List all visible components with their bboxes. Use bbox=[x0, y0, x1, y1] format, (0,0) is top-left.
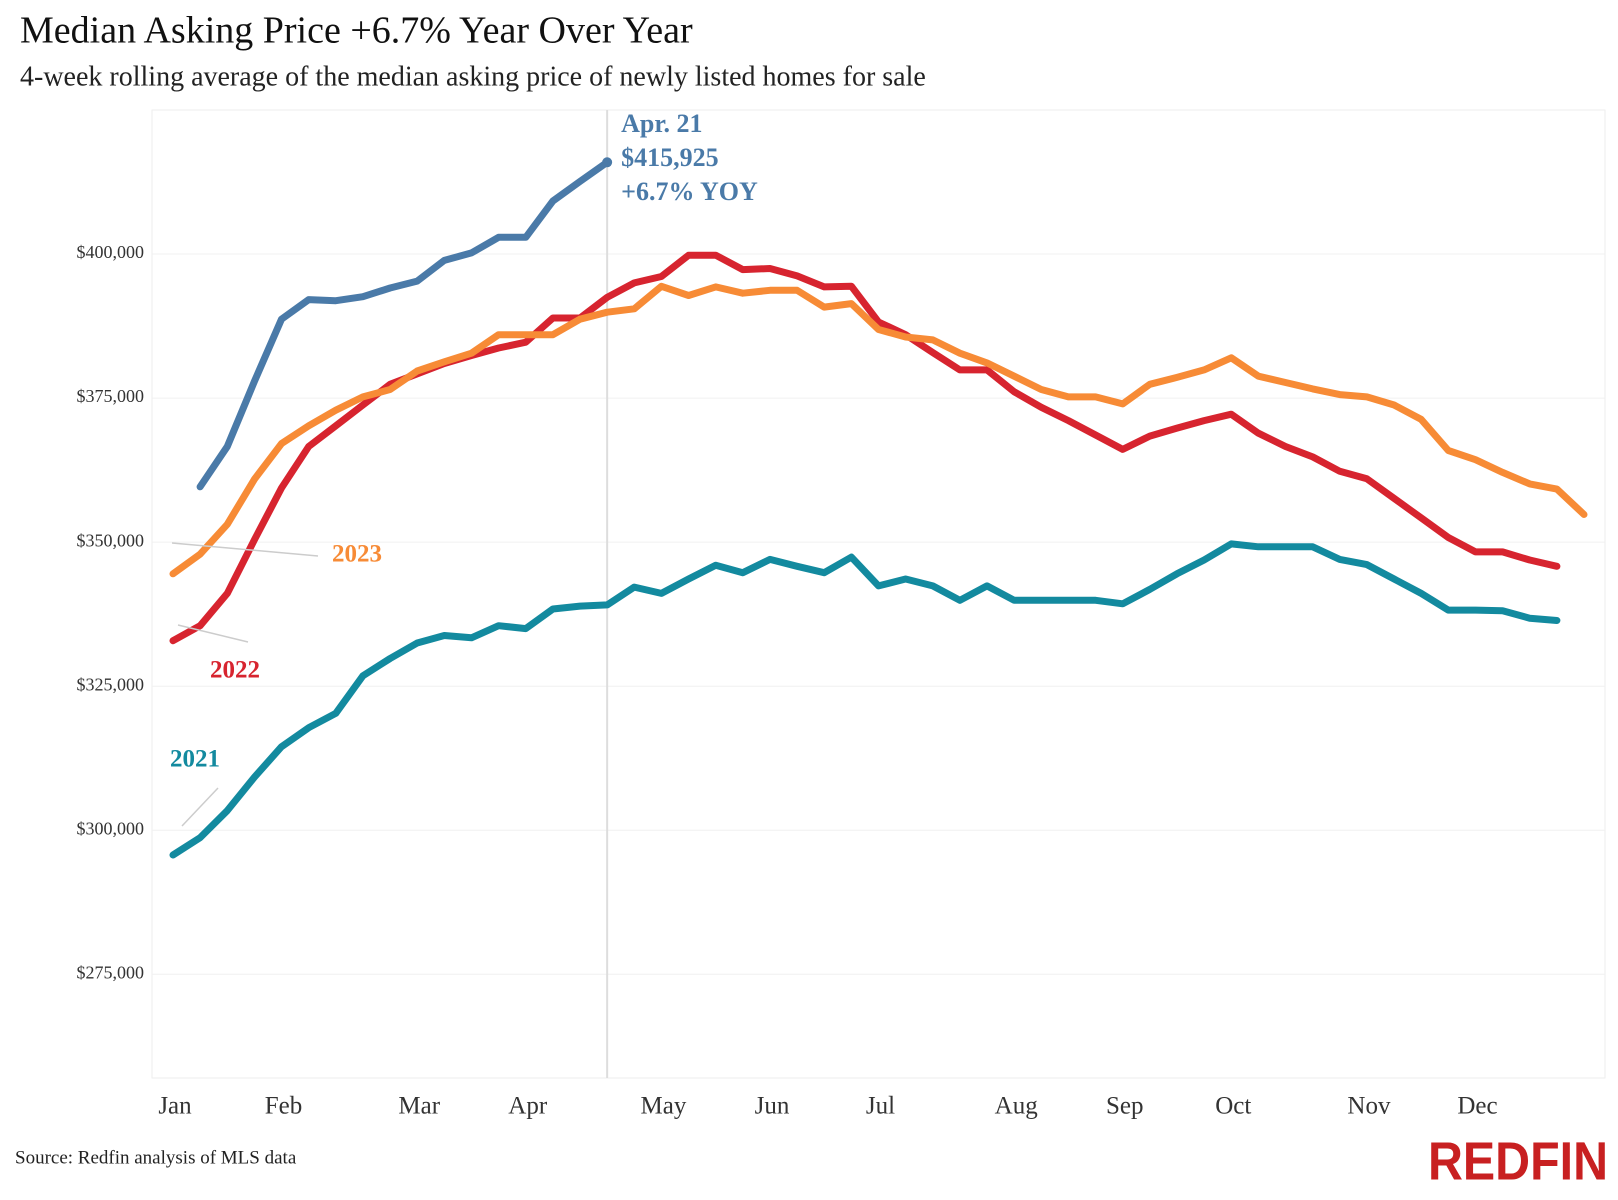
series-label: 2023 bbox=[332, 541, 382, 568]
series-line bbox=[169, 282, 1588, 578]
y-tick-label: $400,000 bbox=[77, 242, 145, 262]
y-tick-label: $275,000 bbox=[77, 962, 145, 982]
chart-subtitle: 4-week rolling average of the median ask… bbox=[20, 61, 926, 92]
leader-line bbox=[181, 787, 219, 827]
x-tick-label: Jun bbox=[755, 1093, 790, 1120]
y-tick-label: $375,000 bbox=[77, 386, 145, 406]
series-line bbox=[196, 158, 611, 491]
x-tick-label: May bbox=[641, 1093, 687, 1120]
x-tick-label: Apr bbox=[508, 1093, 548, 1120]
x-tick-label: Nov bbox=[1347, 1093, 1391, 1120]
series-label: 2021 bbox=[170, 746, 220, 773]
chart-title: Median Asking Price +6.7% Year Over Year bbox=[20, 10, 693, 52]
x-tick-label: Aug bbox=[995, 1093, 1039, 1120]
annotation: Apr. 21 bbox=[621, 109, 702, 138]
source: Source: Redfin analysis of MLS data bbox=[15, 1147, 297, 1168]
x-tick-label: Oct bbox=[1215, 1093, 1251, 1120]
series-label: 2022 bbox=[210, 657, 260, 684]
annotation: +6.7% YOY bbox=[621, 177, 758, 206]
logo: REDFIN bbox=[1428, 1131, 1608, 1191]
x-tick-label: Mar bbox=[398, 1093, 440, 1120]
leader-line bbox=[177, 624, 249, 643]
series-line bbox=[169, 540, 1561, 859]
x-tick-label: Feb bbox=[265, 1093, 303, 1120]
annotation: $415,925 bbox=[621, 143, 719, 172]
x-tick-label: Jan bbox=[158, 1093, 192, 1120]
y-tick-label: $325,000 bbox=[77, 674, 145, 694]
x-tick-label: Sep bbox=[1106, 1093, 1144, 1120]
end-point bbox=[602, 157, 613, 168]
plot-area bbox=[151, 109, 1606, 1079]
y-tick-label: $350,000 bbox=[77, 530, 145, 550]
x-tick-label: Dec bbox=[1457, 1093, 1497, 1120]
leader-line bbox=[171, 542, 319, 557]
x-tick-label: Jul bbox=[866, 1093, 895, 1120]
y-tick-label: $300,000 bbox=[77, 818, 145, 838]
